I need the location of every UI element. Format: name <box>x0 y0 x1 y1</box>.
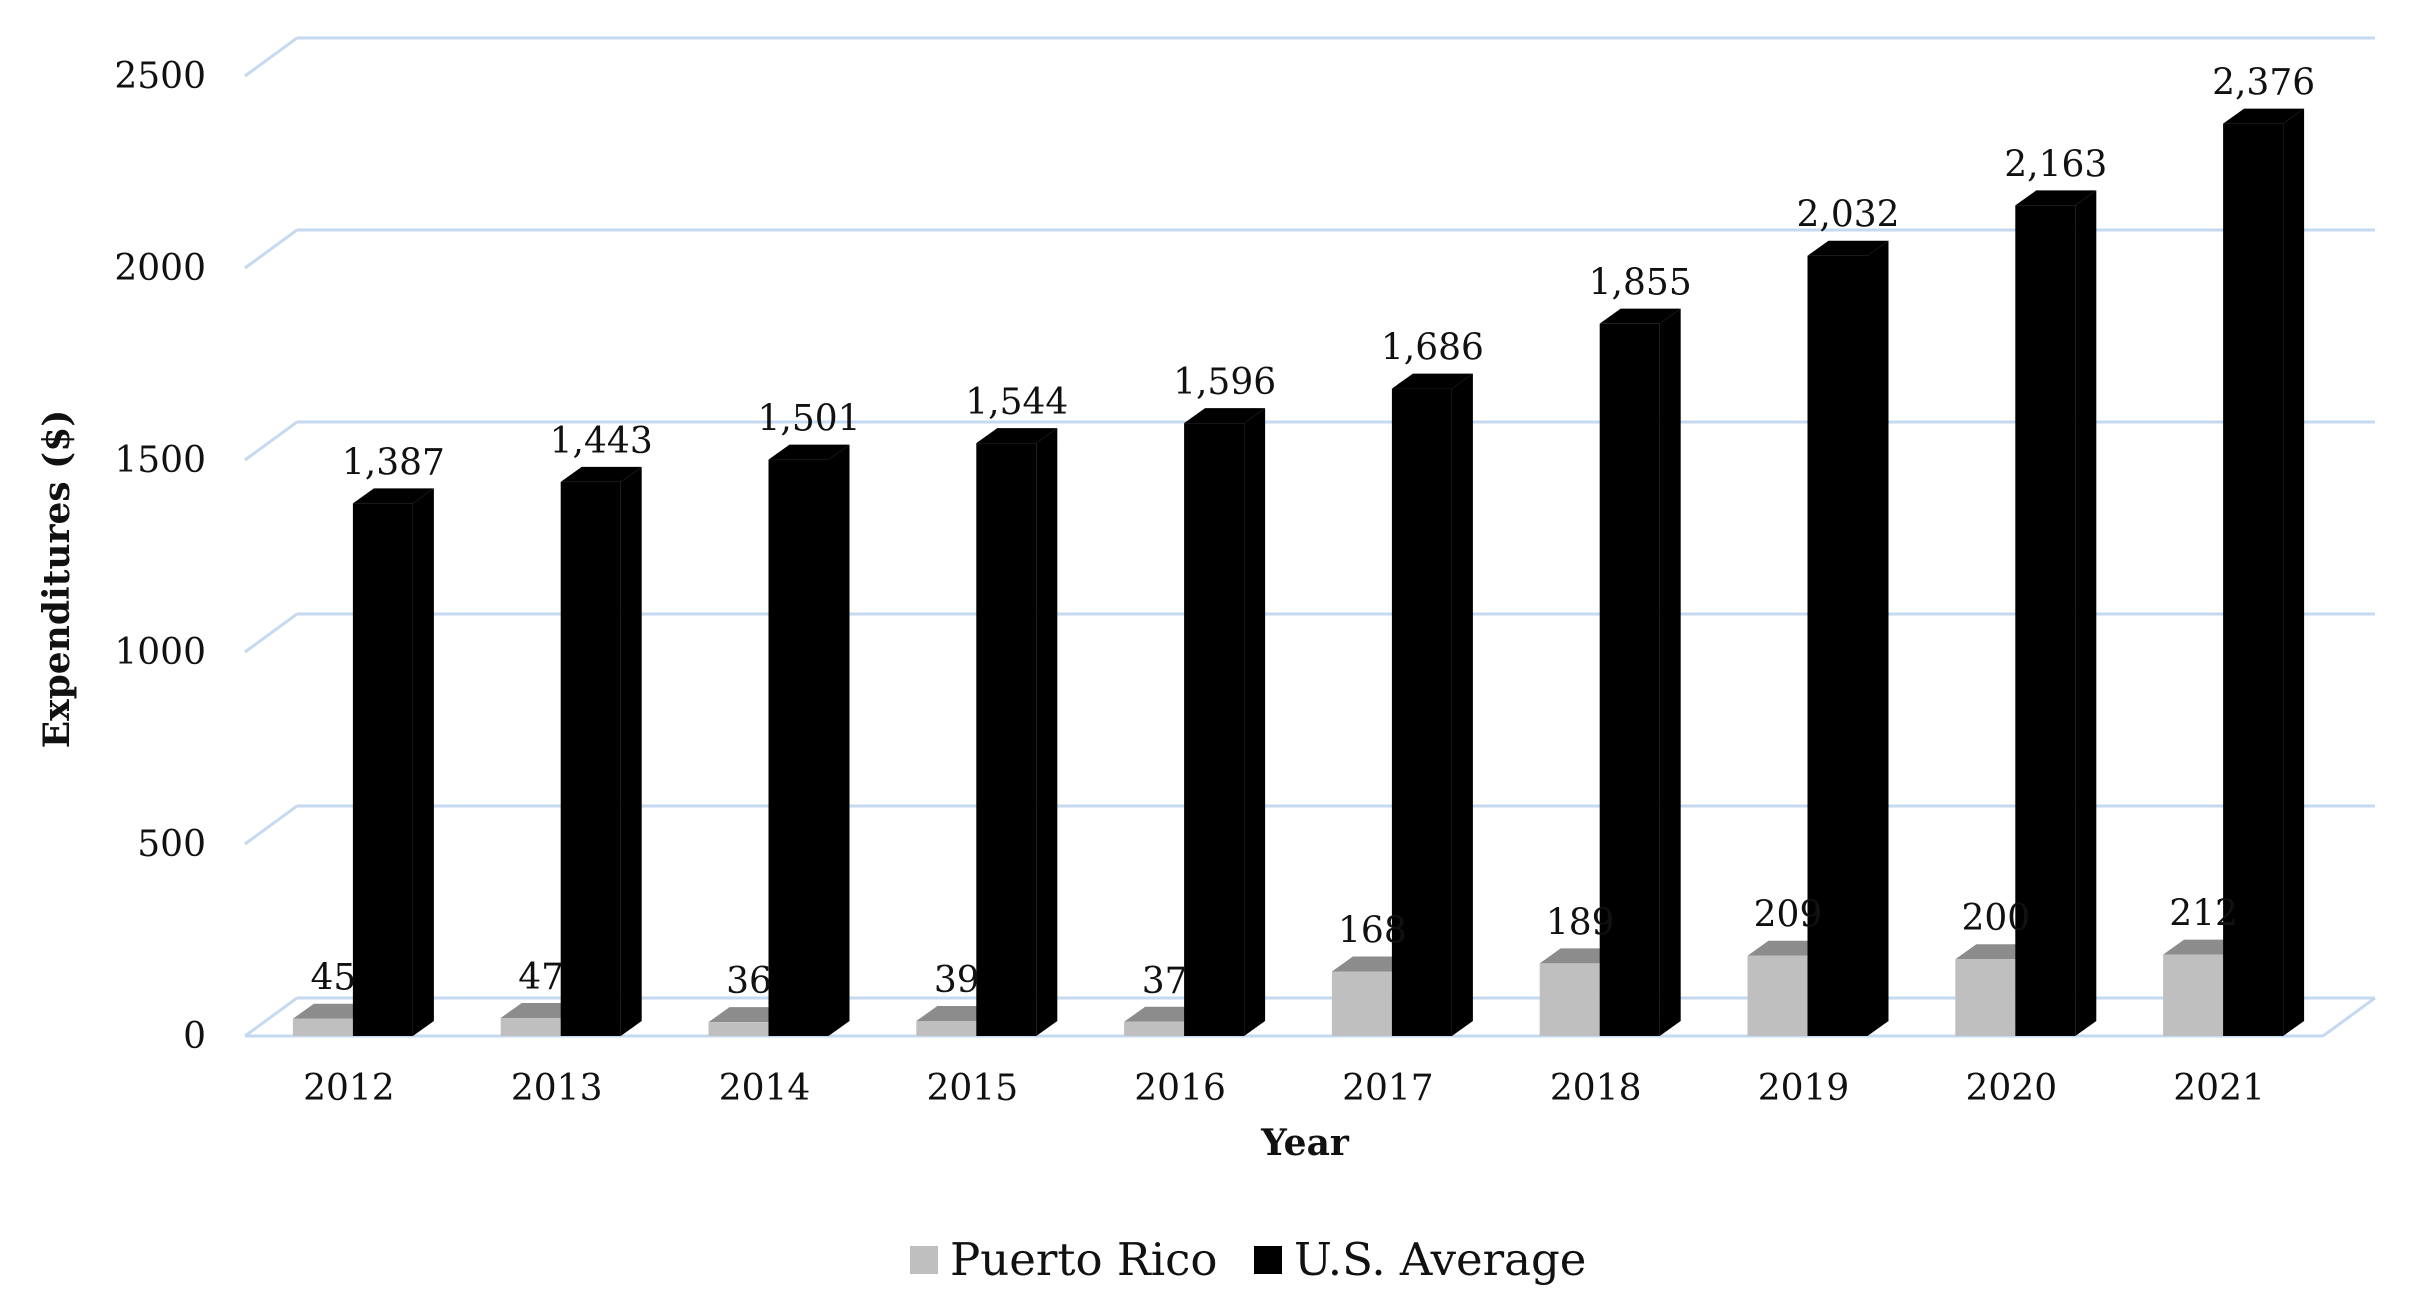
x-tick-label: 2015 <box>926 1068 1018 1109</box>
bar-top-u-s-average-2017 <box>1391 373 1473 389</box>
gridline-connector <box>244 36 298 78</box>
data-label-u-s-average-2016: 1,596 <box>1173 362 1276 403</box>
data-label-u-s-average-2014: 1,501 <box>757 399 860 440</box>
gridline-connector <box>244 804 298 846</box>
legend-label-us-average: U.S. Average <box>1294 1233 1586 1286</box>
data-label-u-s-average-2019: 2,032 <box>1796 195 1899 236</box>
y-tick-label: 0 <box>183 1016 206 1057</box>
x-tick-label: 2020 <box>1965 1068 2057 1109</box>
legend-swatch-puerto-rico <box>910 1246 938 1274</box>
data-label-puerto-rico-2020: 200 <box>1961 898 2030 939</box>
bar-top-u-s-average-2012 <box>352 488 434 504</box>
bar-side-u-s-average-2016 <box>1244 408 1266 1036</box>
x-tick-label: 2017 <box>1342 1068 1434 1109</box>
bar-side-u-s-average-2012 <box>412 488 434 1037</box>
data-label-puerto-rico-2018: 189 <box>1546 902 1615 943</box>
bar-side-u-s-average-2020 <box>2075 190 2097 1036</box>
data-label-puerto-rico-2016: 37 <box>1142 961 1188 1002</box>
bar-side-u-s-average-2021 <box>2283 108 2305 1037</box>
bar-side-u-s-average-2018 <box>1659 308 1681 1036</box>
bar-top-u-s-average-2016 <box>1184 408 1266 424</box>
data-label-u-s-average-2013: 1,443 <box>550 421 653 462</box>
bar-side-u-s-average-2017 <box>1451 373 1473 1036</box>
data-label-u-s-average-2018: 1,855 <box>1589 263 1692 304</box>
gridline-connector <box>244 612 298 654</box>
bar-side-u-s-average-2015 <box>1036 428 1058 1036</box>
data-label-u-s-average-2012: 1,387 <box>342 442 445 483</box>
gridline-connector <box>244 996 298 1038</box>
bar-u-s-average-2012 <box>352 503 413 1037</box>
bar-puerto-rico-2020 <box>1955 959 2016 1036</box>
data-label-u-s-average-2017: 1,686 <box>1381 328 1484 369</box>
x-tick-label: 2013 <box>511 1068 603 1109</box>
data-label-puerto-rico-2013: 47 <box>518 957 564 998</box>
bar-puerto-rico-2013 <box>500 1017 561 1036</box>
data-label-puerto-rico-2015: 39 <box>934 960 980 1001</box>
legend-label-puerto-rico: Puerto Rico <box>950 1233 1217 1286</box>
bars <box>292 108 2305 1037</box>
data-label-puerto-rico-2019: 209 <box>1754 895 1823 936</box>
y-tick-label: 1500 <box>114 440 206 481</box>
bar-u-s-average-2020 <box>2015 205 2076 1036</box>
y-tick-label: 2000 <box>114 248 206 289</box>
bar-side-u-s-average-2014 <box>828 444 850 1037</box>
data-label-puerto-rico-2012: 45 <box>310 958 356 999</box>
data-label-puerto-rico-2017: 168 <box>1338 910 1407 951</box>
y-tick-label: 500 <box>137 824 206 865</box>
bar-top-u-s-average-2020 <box>2015 190 2097 206</box>
bar-top-u-s-average-2013 <box>560 466 642 482</box>
bar-u-s-average-2016 <box>1184 423 1245 1036</box>
bar-top-u-s-average-2015 <box>976 428 1058 444</box>
bar-u-s-average-2015 <box>976 443 1037 1036</box>
data-label-u-s-average-2021: 2,376 <box>2212 63 2315 104</box>
x-tick-label: 2014 <box>719 1068 811 1109</box>
x-tick-label: 2021 <box>2173 1068 2265 1109</box>
bar-u-s-average-2018 <box>1599 323 1660 1036</box>
bar-top-u-s-average-2014 <box>768 444 850 460</box>
data-label-u-s-average-2020: 2,163 <box>2004 144 2107 185</box>
bar-top-u-s-average-2021 <box>2223 108 2305 124</box>
y-tick-label: 1000 <box>114 632 206 673</box>
bar-side-u-s-average-2013 <box>620 466 642 1036</box>
bar-puerto-rico-2017 <box>1331 971 1392 1036</box>
data-labels: 45 1,387 47 1,443 36 1,501 39 1,544 37 1,596 168 1,… <box>310 63 2315 1003</box>
bar-u-s-average-2017 <box>1391 388 1452 1036</box>
x-tick-label: 2019 <box>1758 1068 1850 1109</box>
bar-u-s-average-2013 <box>560 481 621 1036</box>
gridline-connector <box>244 228 298 270</box>
bar-top-u-s-average-2018 <box>1599 308 1681 324</box>
floor-side-edge <box>2322 996 2376 1038</box>
bar-puerto-rico-2015 <box>916 1021 977 1036</box>
data-label-u-s-average-2015: 1,544 <box>965 382 1068 423</box>
bar-puerto-rico-2014 <box>708 1022 769 1036</box>
bar-side-u-s-average-2019 <box>1867 240 1889 1036</box>
bar-u-s-average-2014 <box>768 459 829 1037</box>
bar-puerto-rico-2016 <box>1124 1021 1185 1036</box>
bar-u-s-average-2019 <box>1807 255 1868 1036</box>
bar-u-s-average-2021 <box>2223 123 2284 1037</box>
legend-swatch-us-average <box>1254 1246 1282 1274</box>
data-label-puerto-rico-2021: 212 <box>2169 894 2238 935</box>
x-tick-label: 2016 <box>1134 1068 1226 1109</box>
y-axis-title: Expenditures ($) <box>36 410 78 749</box>
bar-puerto-rico-2018 <box>1539 963 1600 1036</box>
bar-puerto-rico-2012 <box>292 1018 353 1036</box>
legend: Puerto Rico U.S. Average <box>910 1233 1586 1286</box>
tick-labels: 0 500 1000 1500 2000 2500 2012 2013 2014 2015 2016… <box>114 56 2265 1109</box>
y-tick-label: 2500 <box>114 56 206 97</box>
x-tick-label: 2012 <box>303 1068 395 1109</box>
bar-puerto-rico-2019 <box>1747 955 1808 1036</box>
x-tick-label: 2018 <box>1550 1068 1642 1109</box>
bar-puerto-rico-2021 <box>2163 954 2224 1036</box>
gridline-connector <box>244 420 298 462</box>
bar-top-u-s-average-2019 <box>1807 240 1889 256</box>
x-axis-title: Year <box>1260 1122 1350 1164</box>
data-label-puerto-rico-2014: 36 <box>726 961 772 1002</box>
